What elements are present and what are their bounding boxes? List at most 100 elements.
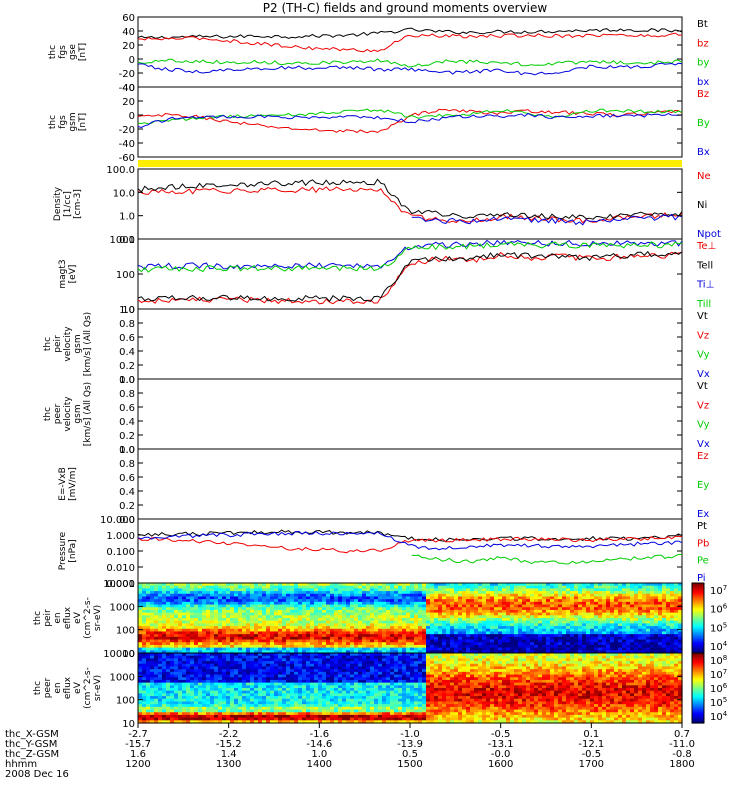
spectrogram-cell [294, 712, 299, 716]
spectrogram-cell [470, 623, 475, 627]
spectrogram-cell [274, 677, 279, 681]
spectrogram-cell [182, 596, 187, 600]
spectrogram-cell [618, 634, 623, 638]
spectrogram-cell [442, 601, 447, 606]
spectrogram-cell [426, 626, 431, 630]
spectrogram-cell [234, 685, 239, 689]
spectrogram-cell [418, 650, 423, 654]
spectrogram-cell [174, 717, 179, 721]
spectrogram-cell [490, 591, 495, 595]
spectrogram-cell [622, 615, 627, 619]
spectrogram-cell [170, 693, 175, 697]
spectrogram-cell [310, 720, 315, 724]
spectrogram-cell [346, 639, 351, 643]
spectrogram-cell [438, 634, 443, 638]
spectrogram-cell [530, 607, 535, 611]
spectrogram-cell [282, 688, 287, 692]
spectrogram-cell [310, 655, 315, 659]
spectrogram-cell [398, 618, 403, 622]
spectrogram-cell [506, 618, 511, 622]
spectrogram-cell [390, 599, 395, 603]
spectrogram-cell [218, 661, 223, 665]
spectrogram-cell [206, 690, 211, 694]
spectrogram-cell [574, 596, 579, 600]
spectrogram-cell [234, 620, 239, 624]
spectrogram-cell [146, 693, 151, 697]
spectrogram-cell [258, 585, 263, 589]
spectrogram-cell [346, 601, 351, 606]
spectrogram-cell [514, 596, 519, 600]
spectrogram-cell [574, 609, 579, 614]
spectrogram-cell [454, 620, 459, 624]
spectrogram-cell [238, 634, 243, 638]
spectrogram-cell [298, 620, 303, 624]
spectrogram-cell [314, 607, 319, 611]
spectrogram-cell [498, 601, 503, 606]
spectrogram-cell [154, 650, 159, 654]
spectrogram-cell [254, 607, 259, 611]
spectrogram-cell [186, 650, 191, 654]
spectrogram-cell [418, 593, 423, 598]
spectrogram-cell [230, 644, 235, 649]
spectrogram-cell [386, 647, 391, 651]
spectrogram-cell [214, 666, 219, 670]
spectrogram-cell [642, 612, 647, 616]
spectrogram-cell [234, 596, 239, 600]
spectrogram-cell [246, 607, 251, 611]
spectrogram-cell [386, 642, 391, 646]
spectrogram-cell [574, 620, 579, 624]
spectrogram-cell [326, 639, 331, 643]
spectrogram-cell [174, 601, 179, 606]
spectrogram-cell [546, 620, 551, 624]
spectrogram-cell [358, 607, 363, 611]
spectrogram-cell [170, 623, 175, 627]
spectrogram-cell [414, 650, 419, 654]
spectrogram-cell [550, 591, 555, 595]
spectrogram-cell [238, 690, 243, 694]
spectrogram-cell [574, 588, 579, 592]
spectrogram-cell [278, 679, 283, 684]
spectrogram-cell [378, 650, 383, 654]
spectrogram-cell [530, 593, 535, 598]
spectrogram-cell [330, 601, 335, 606]
y-axis-label: thcfgsgse[nT] [48, 43, 88, 61]
spectrogram-cell [354, 609, 359, 614]
spectrogram-cell [406, 583, 411, 587]
spectrogram-cell [238, 679, 243, 684]
spectrogram-cell [186, 623, 191, 627]
spectrogram-cell [250, 618, 255, 622]
spectrogram-cell [186, 644, 191, 649]
spectrogram-cell [150, 583, 155, 587]
spectrogram-cell [306, 593, 311, 598]
spectrogram-cell [222, 628, 227, 633]
spectrogram-cell [434, 644, 439, 649]
spectrogram-cell [458, 626, 463, 630]
spectrogram-cell [502, 596, 507, 600]
spectrogram-cell [162, 623, 167, 627]
spectrogram-cell [162, 631, 167, 635]
spectrogram-cell [346, 612, 351, 616]
spectrogram-cell [246, 669, 251, 673]
spectrogram-cell [470, 593, 475, 598]
spectrogram-cell [494, 620, 499, 624]
spectrogram-cell [326, 607, 331, 611]
spectrogram-cell [206, 663, 211, 668]
y-tick-label: -20 [119, 69, 135, 80]
spectrogram-cell [186, 685, 191, 689]
spectrogram-cell [450, 618, 455, 622]
spectrogram-cell [166, 709, 171, 713]
colorbar-tick-exponent: 4 [723, 640, 728, 648]
spectrogram-cell [186, 588, 191, 592]
spectrogram-cell [274, 666, 279, 670]
spectrogram-cell [574, 636, 579, 641]
spectrogram-cell [222, 647, 227, 651]
spectrogram-cell [410, 607, 415, 611]
spectrogram-cell [310, 712, 315, 716]
spectrogram-cell [346, 604, 351, 608]
spectrogram-cell [286, 658, 291, 662]
spectrogram-cell [478, 642, 483, 646]
spectrogram-cell [614, 599, 619, 603]
spectrogram-cell [294, 615, 299, 619]
spectrogram-cell [322, 583, 327, 587]
spectrogram-cell [226, 709, 231, 713]
